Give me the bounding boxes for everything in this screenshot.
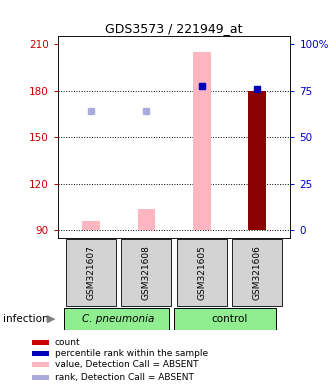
Text: GSM321606: GSM321606	[253, 245, 262, 300]
Text: ▶: ▶	[47, 314, 55, 324]
Text: rank, Detection Call = ABSENT: rank, Detection Call = ABSENT	[55, 373, 193, 382]
Text: control: control	[211, 314, 248, 324]
FancyBboxPatch shape	[232, 240, 282, 306]
FancyBboxPatch shape	[177, 240, 227, 306]
FancyBboxPatch shape	[64, 308, 169, 329]
FancyBboxPatch shape	[174, 308, 276, 329]
Text: GSM321605: GSM321605	[197, 245, 206, 300]
Bar	[32, 340, 49, 345]
Bar	[138, 209, 155, 230]
Text: C. pneumonia: C. pneumonia	[82, 314, 155, 324]
Bar	[82, 221, 100, 230]
Bar	[32, 375, 49, 380]
Text: count: count	[55, 338, 80, 347]
Text: value, Detection Call = ABSENT: value, Detection Call = ABSENT	[55, 360, 198, 369]
Bar	[32, 362, 49, 367]
Text: GSM321607: GSM321607	[86, 245, 95, 300]
Text: percentile rank within the sample: percentile rank within the sample	[55, 349, 208, 358]
Bar	[193, 52, 211, 230]
Text: infection: infection	[3, 314, 49, 324]
Bar	[248, 91, 266, 230]
Bar	[32, 351, 49, 356]
Title: GDS3573 / 221949_at: GDS3573 / 221949_at	[105, 22, 243, 35]
FancyBboxPatch shape	[66, 240, 116, 306]
Text: GSM321608: GSM321608	[142, 245, 151, 300]
FancyBboxPatch shape	[121, 240, 171, 306]
